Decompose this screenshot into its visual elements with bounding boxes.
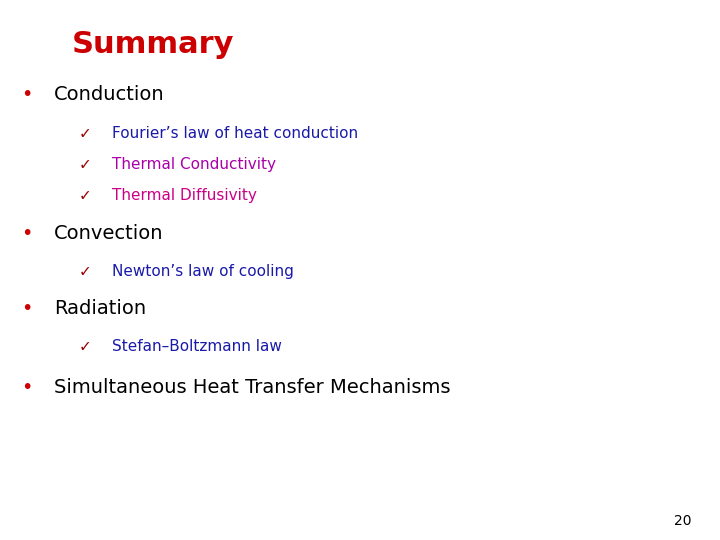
Text: Simultaneous Heat Transfer Mechanisms: Simultaneous Heat Transfer Mechanisms [54, 378, 451, 397]
Text: ✓: ✓ [79, 126, 92, 141]
Text: Convection: Convection [54, 224, 163, 243]
Text: 20: 20 [674, 514, 691, 528]
Text: Thermal Conductivity: Thermal Conductivity [112, 157, 276, 172]
Text: Summary: Summary [72, 30, 235, 59]
Text: Thermal Diffusivity: Thermal Diffusivity [112, 188, 256, 203]
Text: •: • [22, 378, 33, 397]
Text: •: • [22, 299, 33, 319]
Text: ✓: ✓ [79, 264, 92, 279]
Text: Radiation: Radiation [54, 299, 146, 319]
Text: •: • [22, 224, 33, 243]
Text: Fourier’s law of heat conduction: Fourier’s law of heat conduction [112, 126, 358, 141]
Text: ✓: ✓ [79, 339, 92, 354]
Text: ✓: ✓ [79, 188, 92, 203]
Text: Conduction: Conduction [54, 85, 165, 104]
Text: •: • [22, 85, 33, 104]
Text: ✓: ✓ [79, 157, 92, 172]
Text: Newton’s law of cooling: Newton’s law of cooling [112, 264, 294, 279]
Text: Stefan–Boltzmann law: Stefan–Boltzmann law [112, 339, 282, 354]
